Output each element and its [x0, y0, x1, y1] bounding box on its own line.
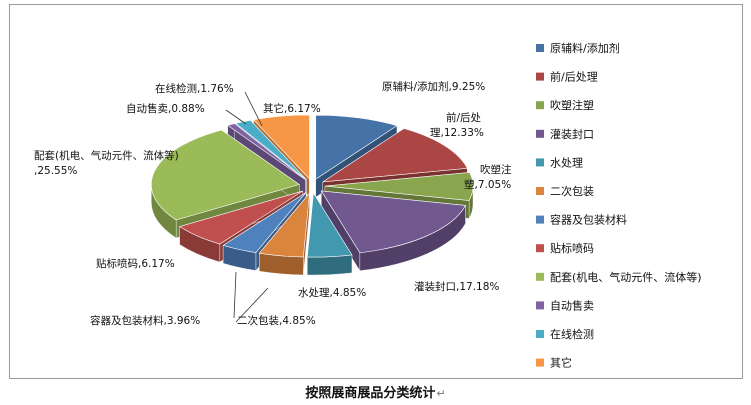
legend-label: 自动售卖	[550, 298, 594, 312]
legend-swatch	[536, 215, 544, 224]
legend-item: 其它	[536, 356, 572, 370]
legend-swatch	[536, 358, 544, 367]
legend-swatch	[536, 330, 544, 338]
legend-label: 水处理	[550, 156, 583, 169]
chart-title: 按照展商展品分类统计↵	[305, 386, 446, 401]
legend-item: 吹塑注塑	[536, 98, 594, 112]
legend-swatch	[536, 301, 544, 310]
pie-chart: 原辅料/添加剂,9.25% 前/后处理,12.33% 吹塑注塑,7.05% 灌装封口,…	[34, 41, 702, 370]
pie-callouts: 原辅料/添加剂,9.25% 前/后处理,12.33% 吹塑注塑,7.05% 灌装封口,…	[34, 80, 512, 327]
legend-swatch	[536, 44, 544, 52]
data-label: 原辅料/添加剂,9.25%	[382, 80, 485, 93]
legend-label: 贴标喷码	[550, 241, 594, 255]
legend-label: 灌装封口	[550, 127, 594, 141]
legend-swatch	[536, 158, 544, 167]
leader-line	[244, 91, 263, 127]
data-label: 吹塑注塑,7.05%	[464, 163, 512, 191]
data-label: 灌装封口,17.18%	[414, 280, 499, 293]
legend-item: 前/后处理	[536, 70, 598, 84]
leader-line	[225, 109, 247, 125]
pie-slice	[320, 190, 466, 272]
legend-label: 其它	[550, 356, 572, 370]
legend-label: 容器及包装材料	[550, 213, 627, 227]
legend-label: 配套(机电、气动元件、流体等)	[550, 270, 702, 284]
legend-swatch	[536, 187, 544, 195]
legend-swatch	[536, 244, 544, 253]
legend-label: 前/后处理	[550, 70, 598, 84]
data-label: 其它,6.17%	[263, 102, 321, 115]
pie-slices	[151, 114, 474, 276]
legend-item: 自动售卖	[536, 298, 594, 312]
legend-swatch	[536, 272, 544, 281]
legend-label: 原辅料/添加剂	[550, 41, 620, 55]
legend-item: 水处理	[536, 156, 583, 169]
legend-item: 原辅料/添加剂	[536, 41, 620, 55]
legend-item: 在线检测	[536, 327, 594, 341]
legend-swatch	[536, 72, 544, 81]
legend-item: 配套(机电、气动元件、流体等)	[536, 270, 702, 284]
data-label: 自动售卖,0.88%	[126, 102, 205, 115]
data-label: 配套(机电、气动元件、流体等) ,25.55%	[34, 149, 179, 177]
data-label: 前/后处理,12.33%	[430, 111, 484, 139]
legend-item: 容器及包装材料	[536, 213, 627, 227]
leader-line	[233, 271, 237, 319]
legend-label: 二次包装	[550, 184, 594, 198]
legend-item: 贴标喷码	[536, 241, 594, 255]
leader-line	[235, 287, 269, 323]
pie-slice	[258, 192, 310, 276]
data-label: 水处理,4.85%	[298, 287, 366, 299]
legend-swatch	[536, 129, 544, 138]
pie-slice	[306, 192, 353, 276]
legend-label: 在线检测	[550, 327, 594, 341]
legend: 原辅料/添加剂前/后处理吹塑注塑灌装封口水处理二次包装容器及包装材料贴标喷码配套…	[536, 41, 702, 370]
data-label: 贴标喷码,6.17%	[96, 257, 175, 270]
data-label: 二次包装,4.85%	[237, 314, 316, 327]
legend-item: 灌装封口	[536, 127, 594, 141]
data-label: 在线检测,1.76%	[155, 82, 234, 95]
legend-item: 二次包装	[536, 184, 594, 198]
legend-label: 吹塑注塑	[550, 98, 594, 112]
legend-swatch	[536, 101, 544, 110]
data-label: 容器及包装材料,3.96%	[90, 314, 200, 327]
